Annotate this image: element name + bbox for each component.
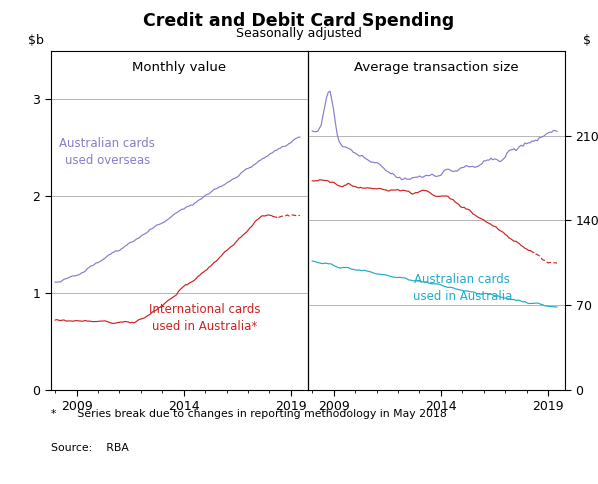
Text: International cards
used in Australia*: International cards used in Australia* — [150, 303, 261, 333]
Text: Source:    RBA: Source: RBA — [51, 443, 129, 453]
Text: $: $ — [583, 34, 591, 47]
Text: *      Series break due to changes in reporting methodology in May 2018: * Series break due to changes in reporti… — [51, 409, 447, 419]
Text: Seasonally adjusted: Seasonally adjusted — [236, 27, 362, 40]
Text: Credit and Debit Card Spending: Credit and Debit Card Spending — [144, 12, 454, 30]
Text: Australian cards
used overseas: Australian cards used overseas — [59, 137, 155, 167]
Text: Australian cards
used in Australia: Australian cards used in Australia — [413, 273, 512, 303]
Text: Average transaction size: Average transaction size — [354, 61, 519, 74]
Text: Monthly value: Monthly value — [132, 61, 227, 74]
Text: $b: $b — [28, 34, 44, 47]
